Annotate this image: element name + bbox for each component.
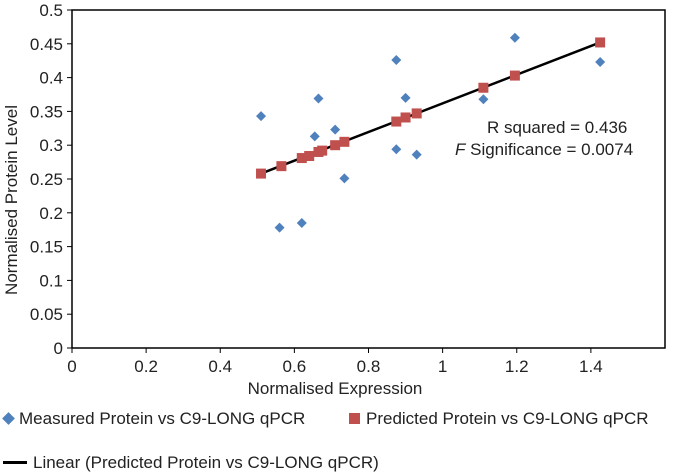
x-tick-label: 0.8: [357, 357, 381, 376]
legend: Measured Protein vs C9-LONG qPCR Predict…: [0, 408, 684, 430]
predicted-point: [400, 112, 411, 123]
x-tick-label: 1: [438, 357, 447, 376]
measured-point: [313, 93, 324, 104]
y-tick-label: 0.4: [39, 69, 63, 88]
y-tick-label: 0.35: [30, 102, 63, 121]
predicted-point: [276, 161, 287, 172]
f-significance-annotation: F Significance = 0.0074: [455, 140, 633, 159]
predicted-point: [509, 70, 520, 81]
legend-label-measured: Measured Protein vs C9-LONG qPCR: [19, 409, 306, 428]
measured-point: [296, 217, 307, 228]
measured-point: [411, 149, 422, 160]
measured-point: [339, 173, 350, 184]
y-axis-title: Normalised Protein Level: [2, 105, 21, 295]
x-tick-label: 0: [67, 357, 76, 376]
y-tick-label: 0.5: [39, 1, 63, 20]
legend-item-measured: Measured Protein vs C9-LONG qPCR: [0, 408, 305, 430]
y-tick-label: 0.15: [30, 238, 63, 257]
r-squared-annotation: R squared = 0.436: [487, 118, 627, 137]
y-tick-label: 0.25: [30, 170, 63, 189]
f-significance-label: F: [455, 140, 467, 159]
x-tick-label: 1.4: [579, 357, 603, 376]
y-tick-label: 0.3: [39, 136, 63, 155]
legend-label-predicted: Predicted Protein vs C9-LONG qPCR: [366, 409, 649, 428]
predicted-point: [411, 108, 422, 119]
x-tick-label: 0.4: [208, 357, 232, 376]
measured-point: [309, 131, 320, 142]
legend-trendline: Linear (Predicted Protein vs C9-LONG qPC…: [0, 452, 684, 474]
x-tick-label: 0.6: [283, 357, 307, 376]
x-axis-title: Normalised Expression: [248, 379, 423, 398]
measured-point: [391, 55, 402, 66]
measured-point: [391, 144, 402, 155]
y-tick-label: 0.2: [39, 204, 63, 223]
plot-area: 0 0.05 0.1 0.15 0.2 0.25 0.3 0.35 0.4 0.45 0.5 0 0.2…: [30, 1, 666, 376]
legend-item-linear: Linear (Predicted Protein vs C9-LONG qPC…: [3, 452, 379, 474]
predicted-point: [478, 82, 489, 93]
predicted-point: [304, 151, 315, 162]
plot-frame: [71, 9, 666, 349]
scatter-chart: 0 0.05 0.1 0.15 0.2 0.25 0.3 0.35 0.4 0.45 0.5 0 0.2…: [2, 1, 666, 398]
y-tick-label: 0: [54, 339, 63, 358]
y-tick-label: 0.45: [30, 35, 63, 54]
y-tick-label: 0.1: [39, 271, 63, 290]
line-marker-icon: [3, 460, 27, 464]
measured-point: [595, 57, 606, 68]
measured-point: [400, 92, 411, 103]
measured-point: [478, 94, 489, 105]
legend-label-linear: Linear (Predicted Protein vs C9-LONG qPC…: [33, 453, 379, 472]
predicted-point: [595, 37, 606, 48]
predicted-point: [330, 140, 341, 151]
predicted-point: [317, 145, 328, 156]
predicted-point: [296, 153, 307, 164]
predicted-point: [391, 116, 402, 127]
f-significance-value: Significance = 0.0074: [465, 140, 633, 159]
x-tick-label: 0.2: [134, 357, 158, 376]
diamond-marker-icon: [2, 412, 15, 425]
measured-point: [509, 32, 520, 43]
predicted-point: [256, 168, 267, 179]
square-marker-icon: [349, 413, 360, 425]
predicted-point: [339, 136, 350, 147]
measured-point: [330, 124, 341, 135]
x-tick-label: 1.2: [505, 357, 529, 376]
measured-point: [256, 111, 267, 122]
y-tick-label: 0.05: [30, 305, 63, 324]
measured-point: [274, 222, 285, 233]
legend-item-predicted: Predicted Protein vs C9-LONG qPCR: [349, 408, 649, 430]
